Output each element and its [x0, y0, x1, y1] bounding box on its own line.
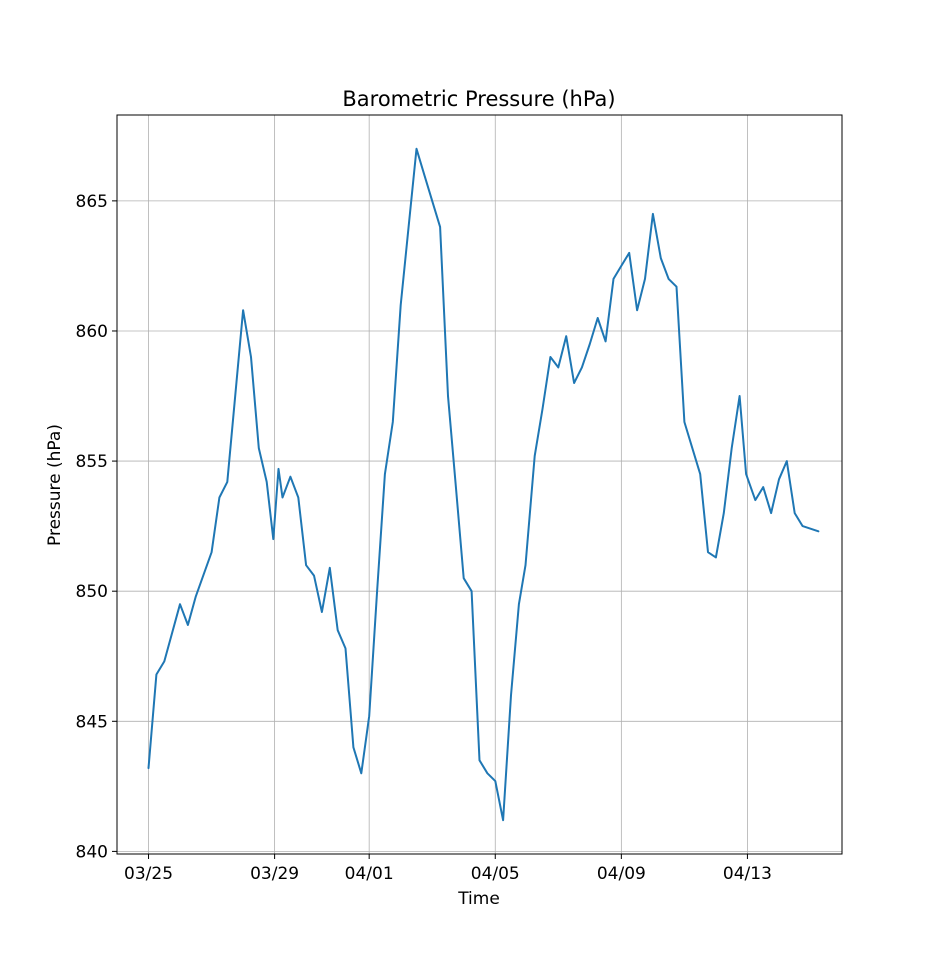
- y-tick-label: 850: [76, 582, 108, 602]
- x-gridlines: [148, 115, 748, 854]
- y-tick-label: 865: [76, 192, 108, 212]
- y-tick-label: 855: [76, 452, 108, 472]
- x-tick-label: 04/09: [597, 864, 646, 884]
- x-tick-label: 04/01: [345, 864, 394, 884]
- y-gridlines: [117, 200, 842, 852]
- x-tick-label: 04/05: [471, 864, 520, 884]
- x-tick-label: 03/25: [124, 864, 173, 884]
- x-tick-label: 03/29: [250, 864, 299, 884]
- y-axis-title: Pressure (hPa): [45, 424, 65, 546]
- y-tick-label: 840: [76, 842, 108, 862]
- chart-title: Barometric Pressure (hPa): [342, 87, 615, 111]
- y-tick-label: 845: [76, 712, 108, 732]
- plot-area-frame: [116, 114, 843, 855]
- series-layer: [147, 147, 820, 822]
- pressure-series-line: [147, 147, 820, 822]
- x-tick-label: 04/13: [723, 864, 772, 884]
- x-axis-title: Time: [457, 889, 500, 909]
- y-axis-ticks: 840 845 850 855 860 865: [76, 192, 117, 862]
- y-tick-label: 860: [76, 322, 108, 342]
- x-axis-ticks: 03/25 03/29 04/01 04/05 04/09 04/13: [124, 854, 772, 884]
